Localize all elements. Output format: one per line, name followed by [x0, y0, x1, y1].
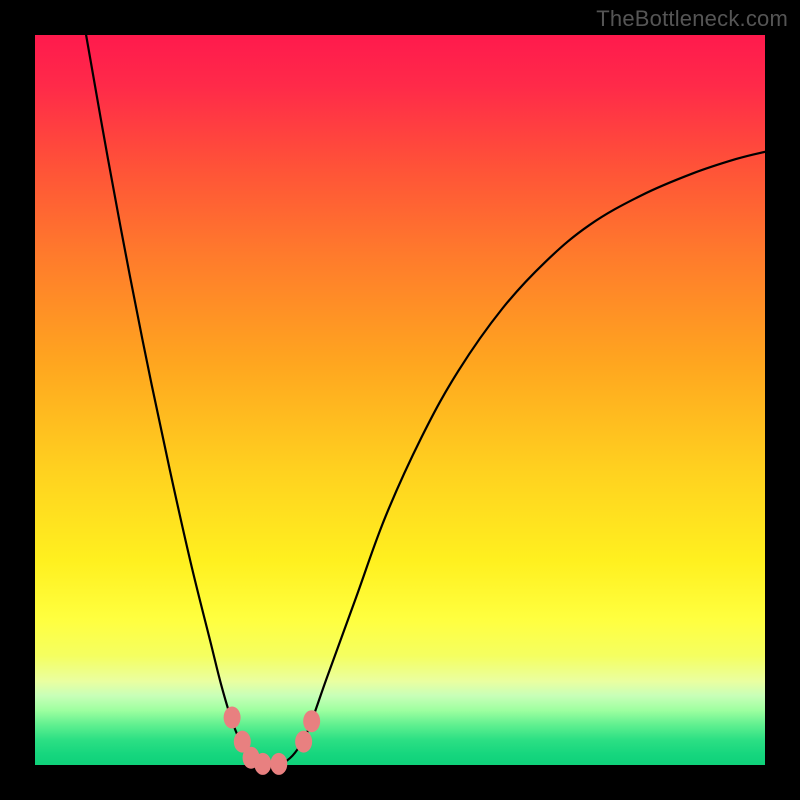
- curve-svg: [35, 35, 765, 765]
- marker-group: [224, 707, 321, 775]
- marker-dot: [270, 753, 287, 775]
- marker-dot: [254, 753, 271, 775]
- plot-area: [35, 35, 765, 765]
- marker-dot: [224, 707, 241, 729]
- stage: TheBottleneck.com: [0, 0, 800, 800]
- marker-dot: [303, 710, 320, 732]
- bottleneck-curve: [86, 35, 767, 764]
- watermark-text: TheBottleneck.com: [596, 6, 788, 32]
- marker-dot: [295, 731, 312, 753]
